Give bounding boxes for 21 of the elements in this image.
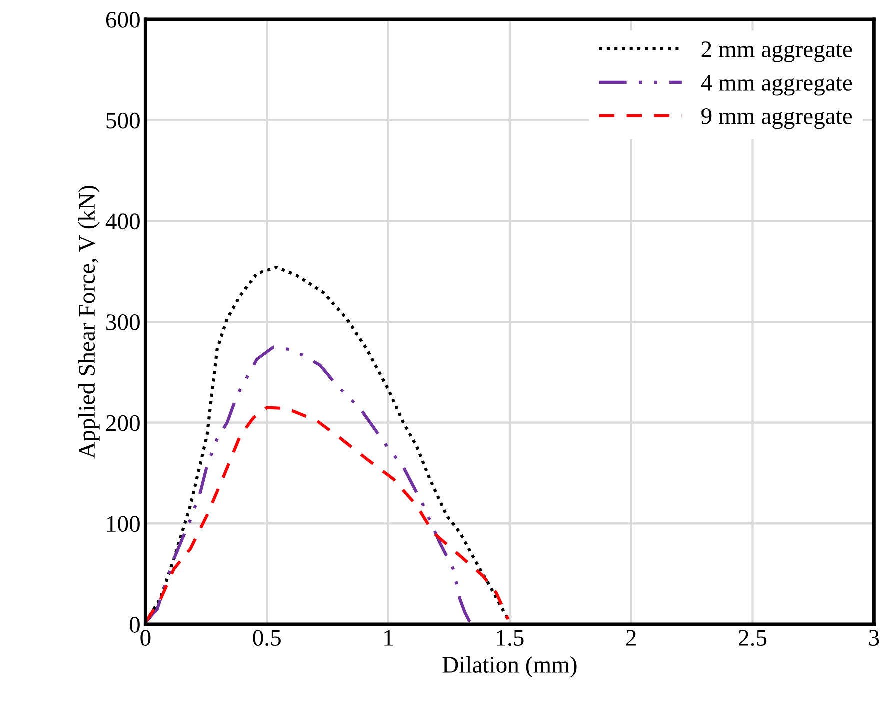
x-tick-label: 1 [384, 630, 394, 646]
line-series [146, 346, 472, 624]
y-tick-label: 600 [106, 12, 140, 28]
y-tick-label: 400 [106, 214, 140, 230]
y-axis-title: Applied Shear Force, V (kN) [78, 186, 100, 459]
x-axis-title: Dilation (mm) [442, 656, 577, 678]
x-tick-label: 0 [140, 630, 151, 646]
x-tick-label: 1.5 [497, 630, 524, 646]
x-tick-label: 2 [626, 630, 636, 646]
legend-label: 9 mm aggregate [702, 108, 852, 130]
line-series [146, 406, 510, 624]
x-tick-label: 3 [869, 630, 880, 646]
y-tick-label: 100 [107, 516, 140, 532]
x-tick-label: 0.5 [253, 630, 281, 646]
y-tick-label: 200 [106, 415, 140, 432]
legend-label: 2 mm aggregate [702, 42, 852, 62]
y-tick-label: 300 [106, 314, 140, 330]
legend-label: 4 mm aggregate [701, 75, 852, 96]
y-tick-label: 0 [130, 617, 140, 633]
x-tick-label: 2.5 [739, 630, 767, 646]
y-tick-label: 500 [106, 112, 140, 129]
